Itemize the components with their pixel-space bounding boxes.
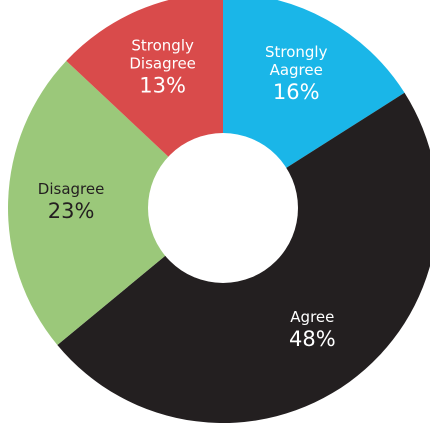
slice-label-line-strongly-aagree-0: Strongly [265, 43, 328, 61]
slice-disagree [7, 60, 223, 346]
slice-value-disagree: 23% [48, 199, 95, 223]
slice-label-line-disagree-0: Disagree [38, 180, 105, 198]
slice-label-line-strongly-aagree-1: Aagree [270, 61, 323, 79]
slice-value-strongly-disagree: 13% [139, 74, 186, 98]
slice-label-line-agree-0: Agree [290, 308, 334, 326]
slice-value-agree: 48% [289, 327, 336, 351]
slice-label-line-strongly-disagree-0: Strongly [131, 37, 194, 55]
labels-layer: StronglyAagree16%Agree48%Disagree23%Stro… [38, 37, 336, 351]
slice-label-line-strongly-disagree-1: Disagree [129, 55, 196, 73]
donut-center-hole [148, 133, 298, 283]
slice-value-strongly-aagree: 16% [273, 80, 320, 104]
